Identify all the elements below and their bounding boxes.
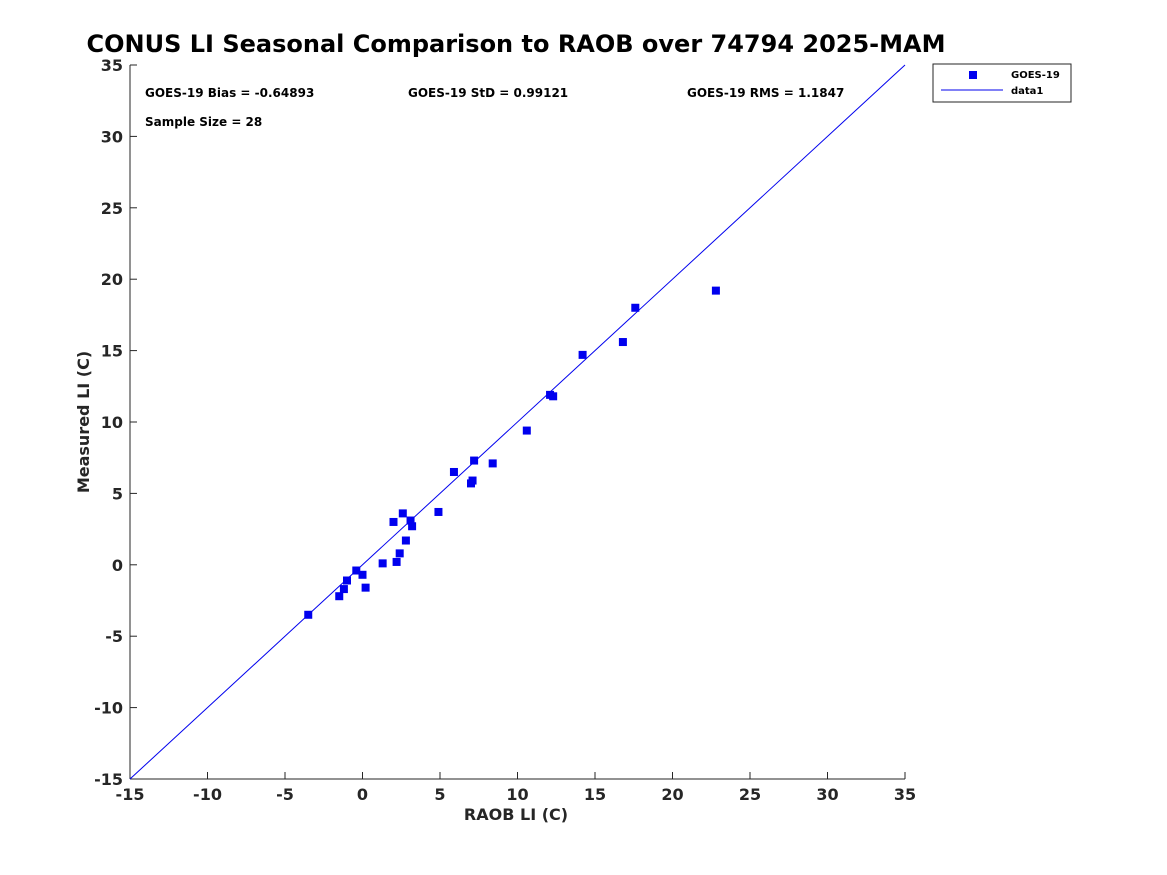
y-tick-label: -5 bbox=[105, 627, 123, 646]
stat-bias: GOES-19 Bias = -0.64893 bbox=[145, 86, 314, 100]
x-tick-label: 30 bbox=[816, 785, 838, 804]
data-point bbox=[618, 338, 627, 347]
x-ticks: -15 -10 -5 0 5 10 15 20 25 30 35 bbox=[116, 772, 916, 804]
data-point bbox=[352, 566, 361, 575]
y-tick-label: 5 bbox=[112, 484, 123, 503]
data-point bbox=[408, 522, 417, 531]
data1-line bbox=[129, 64, 906, 780]
data-point bbox=[335, 592, 344, 601]
x-tick-label: -15 bbox=[116, 785, 145, 804]
data-point bbox=[434, 507, 443, 516]
y-ticks: -15 -10 -5 0 5 10 15 20 25 30 35 bbox=[94, 56, 137, 789]
legend-box bbox=[932, 63, 1072, 103]
y-tick-label: 35 bbox=[101, 56, 123, 75]
data-point bbox=[488, 459, 497, 468]
data-point bbox=[522, 426, 531, 435]
y-tick-label: -10 bbox=[94, 699, 123, 718]
x-axis-label: RAOB LI (C) bbox=[464, 805, 568, 824]
data-point bbox=[406, 516, 415, 525]
x-tick-label: 25 bbox=[739, 785, 761, 804]
legend: GOES-19 data1 bbox=[932, 63, 1072, 103]
data-point bbox=[711, 286, 720, 295]
y-tick-label: 20 bbox=[101, 270, 123, 289]
plot-area: -15 -10 -5 0 5 10 15 20 25 30 35 -15 -10 -5 0 5 10 15 20 2… bbox=[94, 56, 916, 804]
data-point bbox=[631, 303, 640, 312]
data-point bbox=[339, 585, 348, 594]
data-point bbox=[398, 509, 407, 518]
chart-title: CONUS LI Seasonal Comparison to RAOB ove… bbox=[87, 30, 946, 58]
x-tick-label: 0 bbox=[357, 785, 368, 804]
y-tick-label: 25 bbox=[101, 199, 123, 218]
stat-std: GOES-19 StD = 0.99121 bbox=[408, 86, 568, 100]
data-point bbox=[401, 536, 410, 545]
stat-rms: GOES-19 RMS = 1.1847 bbox=[687, 86, 844, 100]
x-tick-label: 15 bbox=[584, 785, 606, 804]
stat-sample-size: Sample Size = 28 bbox=[145, 115, 262, 129]
data-point bbox=[395, 549, 404, 558]
series-line bbox=[129, 64, 906, 780]
data-point bbox=[361, 583, 370, 592]
x-tick-label: -10 bbox=[193, 785, 222, 804]
y-tick-label: 15 bbox=[101, 342, 123, 361]
data-point bbox=[358, 570, 367, 579]
data-point bbox=[378, 559, 387, 568]
series-points bbox=[304, 286, 720, 619]
data-point bbox=[449, 467, 458, 476]
y-tick-label: 0 bbox=[112, 556, 123, 575]
x-tick-label: -5 bbox=[276, 785, 294, 804]
data-point bbox=[343, 576, 351, 585]
data-point bbox=[468, 476, 477, 485]
y-tick-label: 10 bbox=[101, 413, 123, 432]
x-tick-label: 20 bbox=[661, 785, 683, 804]
x-tick-label: 10 bbox=[506, 785, 528, 804]
legend-marker-goes19 bbox=[969, 71, 977, 79]
x-tick-label: 5 bbox=[434, 785, 445, 804]
data-point bbox=[549, 392, 558, 401]
y-tick-label: 30 bbox=[101, 127, 123, 146]
legend-label-goes19: GOES-19 bbox=[1011, 70, 1060, 81]
data-point bbox=[392, 557, 401, 566]
data-point bbox=[470, 456, 479, 465]
y-tick-label: -15 bbox=[94, 770, 123, 789]
data-point bbox=[389, 517, 398, 526]
y-axis-label: Measured LI (C) bbox=[74, 351, 93, 493]
x-tick-label: 35 bbox=[894, 785, 916, 804]
legend-label-data1: data1 bbox=[1011, 86, 1043, 97]
data-point bbox=[578, 350, 587, 359]
data-point bbox=[304, 610, 313, 619]
